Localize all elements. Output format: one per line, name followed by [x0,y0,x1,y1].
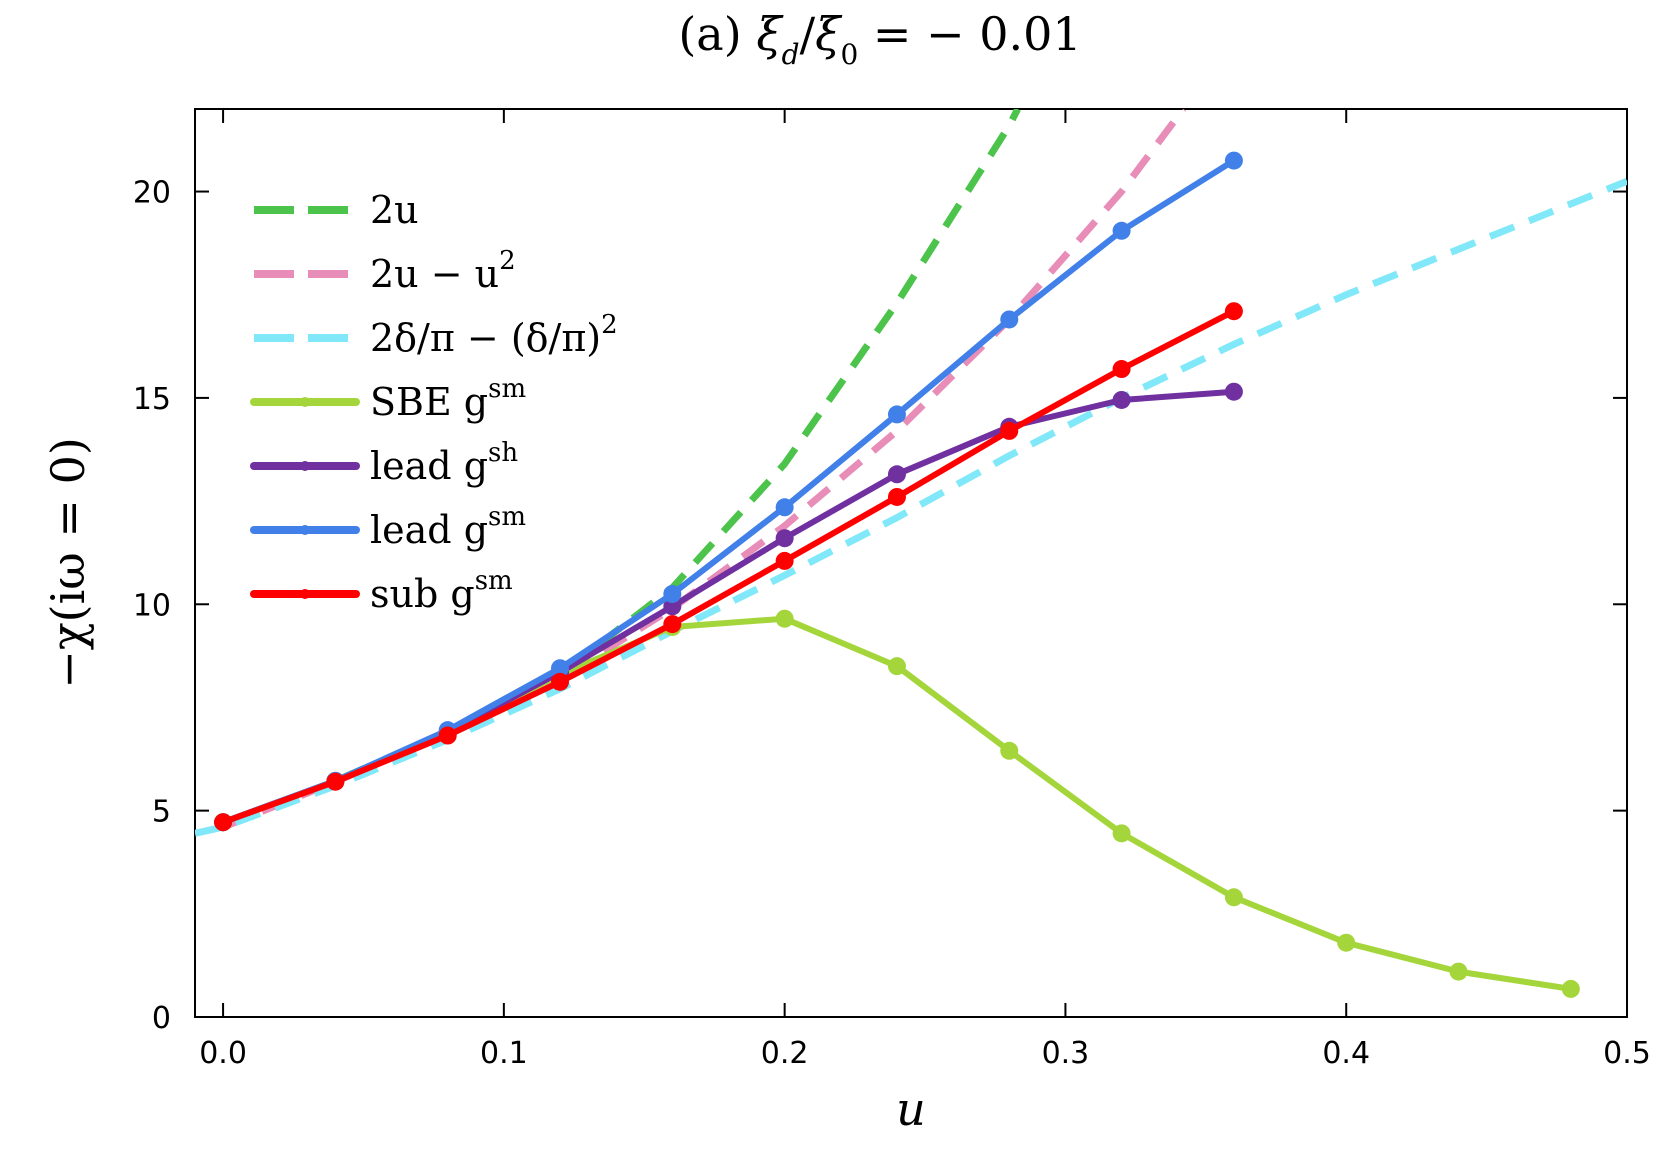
series-4-point [1224,382,1243,401]
y-tick-label: 0 [152,1001,171,1036]
legend-label-main: 2u [370,188,419,232]
chart-title-xi-0: ξ [815,7,843,61]
x-tick-label: 0.2 [761,1036,809,1071]
series-3-point [1224,888,1243,907]
x-tick-label: 0.3 [1042,1036,1090,1071]
series-6-point [1224,302,1243,321]
x-tick-label: 0.5 [1603,1036,1651,1071]
legend-item: lead gsh [250,438,518,488]
series-3-point [1112,824,1131,843]
plot-frame [194,108,1628,1018]
legend-label: SBE gsm [370,374,526,424]
legend-label-sup: 2 [601,310,618,340]
legend-item: 2δ/π − (δ/π)2 [254,310,618,360]
chart-title-rhs: = − 0.01 [858,7,1081,61]
series-3-point [775,609,794,628]
series-6-point [775,551,794,570]
chart-title-sub-d: d [782,38,800,71]
series-6-point [551,672,570,691]
legend-label: sub gsm [370,566,513,616]
legend-label-main: sub g [370,572,475,616]
series-6-point [214,813,233,832]
series-6-point [1000,421,1019,440]
legend-swatch-marker [300,461,310,471]
legend-item: lead gsm [250,502,526,552]
chart-title-slash: / [800,7,816,61]
legend-item: 2u − u2 [254,246,516,296]
series-5-point [663,584,682,603]
legend-label-main: SBE g [370,380,488,424]
y-tick-label: 10 [133,588,171,623]
series-1-line [221,109,1187,831]
legend-item: SBE gsm [250,374,526,424]
series-3-point [1337,933,1356,952]
series-2-line [195,177,1627,837]
series-6-point [438,726,457,745]
x-tick-label: 0.0 [199,1036,247,1071]
legend-label-sup: sm [475,566,513,596]
series-5-point [551,659,570,678]
legend-label-main: 2u − u [370,252,499,296]
series-5-point [887,405,906,424]
legend-label-main: 2δ/π − (δ/π) [370,316,601,360]
chart-title: (a) ξd/ξ0 = − 0.01 [678,7,1081,71]
series-2 [195,177,1627,837]
series-3-point [887,657,906,676]
series-6-point [663,615,682,634]
y-axis-title: −χ(iω = 0) [41,437,95,689]
series-6-line [220,308,1237,826]
chart-title-prefix: (a) [678,7,756,61]
y-tick-label: 20 [133,176,171,211]
axis-ticks [195,109,1628,1018]
legend-label: lead gsm [370,502,526,552]
legend-swatch-marker [300,589,310,599]
series-6 [214,302,1243,832]
legend-label: 2u [370,188,419,232]
chart-title-sub-0: 0 [840,38,858,71]
legend-label: 2δ/π − (δ/π)2 [370,310,618,360]
legend-label-sup: sm [488,502,526,532]
series-5-point [1224,151,1243,170]
legend-swatch-marker [300,397,310,407]
legend-label-sup: sh [488,438,518,468]
series-5-point [1000,310,1019,329]
legend-label: 2u − u2 [370,246,516,296]
series-5 [214,151,1243,832]
series-4-point [775,529,794,548]
legend-swatch-marker [300,525,310,535]
x-axis-title: u [896,1082,926,1136]
series-1 [221,109,1187,831]
legend-item: 2u [254,188,419,232]
series-3-point [1449,962,1468,981]
legend-label: lead gsh [370,438,518,488]
series-3-point [1000,741,1019,760]
legend-label-sup: sm [488,374,526,404]
legend-label-sup: 2 [499,246,516,276]
series-layer [195,109,1627,998]
series-3 [214,609,1580,998]
legend-item: sub gsm [250,566,513,616]
y-tick-label: 5 [152,795,171,830]
series-4-point [663,597,682,616]
x-tick-label: 0.1 [480,1036,528,1071]
series-4-point [1112,390,1131,409]
legend-label-main: lead g [370,508,488,552]
series-6-point [326,772,345,791]
series-6-point [887,487,906,506]
series-5-point [775,498,794,517]
x-tick-label: 0.4 [1322,1036,1370,1071]
legend-label-main: lead g [370,444,488,488]
series-6-point [1112,360,1131,379]
series-3-point [1561,979,1580,998]
series-5-point [1112,221,1131,240]
axis-tick-labels: 0.0 0.1 0.2 0.3 0.4 0.5 0 5 10 15 20 [133,176,1651,1071]
series-4-point [887,465,906,484]
y-tick-label: 15 [133,382,171,417]
chart-title-xi-d: ξ [756,7,784,61]
